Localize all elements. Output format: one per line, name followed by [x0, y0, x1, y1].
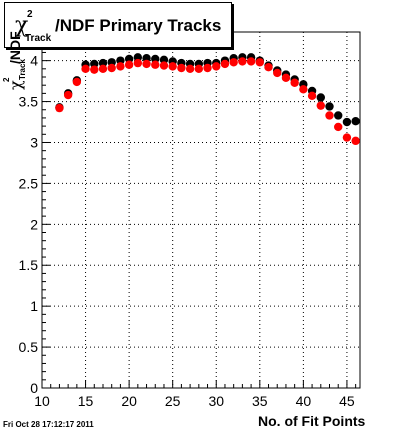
data-point	[203, 63, 212, 73]
title-superscript: 2	[27, 9, 33, 20]
data-point	[334, 111, 343, 120]
data-point	[229, 58, 238, 67]
data-point	[63, 90, 73, 100]
y-tick-label: 3.5	[19, 94, 39, 110]
y-tick-label: 0	[30, 380, 38, 396]
y-tick-label: 1.5	[19, 257, 39, 273]
grid-lines	[42, 32, 360, 388]
data-point	[177, 63, 186, 73]
y-tick-label: 2	[30, 216, 38, 232]
data-point	[116, 62, 125, 71]
data-point	[107, 63, 116, 73]
data-points	[46, 29, 360, 146]
data-point	[334, 122, 343, 132]
data-point	[238, 57, 247, 66]
x-tick-label: 45	[339, 393, 355, 409]
data-point	[159, 61, 169, 70]
data-point	[98, 64, 108, 74]
data-point	[212, 62, 221, 71]
plot-frame	[41, 31, 361, 389]
data-point	[264, 62, 273, 72]
data-point	[316, 93, 325, 102]
x-tick-label: 20	[121, 393, 137, 409]
data-point	[342, 117, 352, 127]
data-point	[307, 91, 317, 101]
data-point	[325, 102, 334, 111]
x-tick-label: 10	[34, 393, 50, 409]
x-tick-label: 25	[165, 393, 181, 409]
data-point	[142, 59, 151, 69]
data-point	[220, 59, 230, 69]
y-tick-label: 0.5	[19, 339, 39, 355]
x-tick-label: 15	[78, 393, 94, 409]
x-tick-label: 30	[208, 393, 224, 409]
data-point	[185, 64, 195, 74]
timestamp: Fri Oct 28 17:12:17 2011	[3, 420, 94, 429]
data-point	[325, 111, 334, 120]
data-point	[290, 78, 299, 87]
ylabel-text: /NDF	[7, 31, 23, 64]
title-subscript: Track	[25, 33, 52, 44]
data-point	[351, 136, 360, 146]
y-tick-label: 3	[30, 134, 38, 150]
data-point	[124, 60, 134, 69]
title-chi-symbol: χ	[15, 13, 29, 38]
data-point	[299, 85, 308, 94]
data-point	[168, 62, 177, 71]
data-point	[273, 68, 282, 78]
chart-title: χ 2 Track /NDF Primary Tracks	[4, 2, 232, 48]
data-point	[281, 73, 291, 83]
x-tick-label: 35	[252, 393, 268, 409]
y-tick-label: 1	[30, 298, 38, 314]
data-point	[133, 58, 143, 68]
ylabel-superscript: 2	[2, 77, 11, 82]
data-point	[316, 101, 325, 110]
axes: 10 15 20 25 30 35 40 45 0 0.5 1 1.5 2 2.5 3 3.5 4	[19, 35, 357, 409]
data-point	[255, 58, 265, 67]
data-point	[246, 57, 256, 66]
y-axis-label: χ 2 Track /NDF	[2, 30, 27, 90]
y-tick-label: 2.5	[19, 175, 39, 191]
data-point	[81, 64, 90, 74]
data-point	[55, 103, 64, 113]
data-point	[72, 77, 82, 87]
data-point	[342, 133, 352, 142]
data-point	[90, 65, 99, 74]
title-text: /NDF Primary Tracks	[55, 16, 222, 35]
data-point	[194, 64, 204, 74]
data-point	[351, 117, 360, 126]
x-tick-label: 40	[296, 393, 312, 409]
x-axis-label: No. of Fit Points	[258, 413, 366, 429]
series-red	[46, 31, 360, 146]
y-tick-label: 4	[30, 53, 38, 69]
data-point	[151, 60, 160, 69]
